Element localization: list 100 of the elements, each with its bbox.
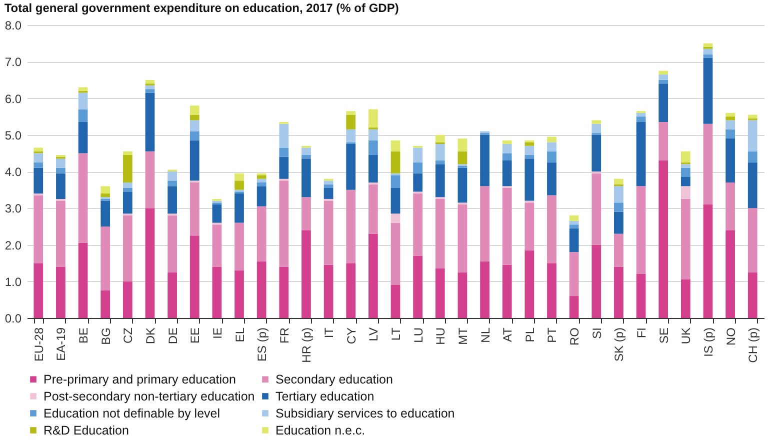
bar [614, 266, 624, 318]
x-tick-label: LT [389, 326, 403, 341]
bar [703, 58, 713, 124]
bar [726, 138, 735, 182]
bar [78, 153, 88, 243]
chart-title: Total general government expenditure on education, 2017 (% of GDP) [4, 1, 399, 15]
bar [569, 224, 579, 228]
bar [703, 54, 713, 58]
bar [168, 172, 177, 181]
bar [413, 256, 423, 318]
bar [569, 252, 579, 296]
bar [168, 180, 177, 186]
bar [168, 215, 177, 272]
x-tick-label: DK [143, 328, 158, 344]
x-tick-label: PL [522, 327, 537, 342]
bar [390, 140, 400, 152]
bar [234, 270, 244, 318]
x-tick-label: UK [679, 328, 694, 344]
bar [279, 156, 289, 179]
x-tick-label: CH (p) [746, 328, 760, 363]
legend-label: Secondary education [276, 372, 393, 386]
bar [190, 120, 200, 132]
bar [279, 266, 289, 318]
bar [658, 80, 668, 84]
bar [748, 114, 758, 118]
bar [524, 250, 534, 318]
bar [368, 140, 378, 156]
bar [56, 200, 66, 267]
bar [726, 116, 735, 120]
x-tick-label: LU [411, 328, 426, 343]
legend-label: R&D Education [44, 423, 130, 438]
bar [524, 146, 534, 156]
bar [614, 178, 624, 184]
bar [302, 155, 311, 159]
bar [56, 266, 66, 318]
bar [547, 263, 556, 318]
bar [100, 186, 110, 194]
bar [726, 112, 735, 117]
bar [279, 148, 289, 157]
x-tick-label: SE [656, 328, 671, 344]
bar [458, 204, 468, 272]
bar [122, 188, 132, 192]
bar [324, 200, 334, 265]
bar [100, 200, 110, 226]
bar [78, 122, 88, 154]
bar [279, 180, 289, 267]
x-tick-label: CZ [121, 328, 136, 344]
bar [122, 215, 132, 282]
x-tick-label: FR [277, 327, 292, 344]
bar [547, 162, 556, 196]
bar [279, 124, 289, 148]
bar [346, 144, 356, 190]
bar [458, 168, 468, 203]
bar [168, 272, 177, 318]
x-tick-label: BE [76, 328, 91, 344]
bar [703, 124, 713, 204]
bar [680, 198, 690, 280]
bar [346, 111, 356, 115]
bar [145, 92, 155, 152]
bar [78, 92, 88, 110]
bar [413, 162, 423, 174]
bar [658, 160, 668, 318]
bar [524, 158, 534, 201]
bar [524, 155, 534, 159]
bar [636, 274, 646, 318]
bar [368, 155, 378, 182]
bar [324, 264, 334, 318]
bar [190, 131, 200, 140]
bar [324, 180, 334, 184]
bar [145, 89, 155, 93]
bar [680, 186, 690, 199]
bar [324, 184, 334, 188]
bar [324, 188, 334, 199]
bar [256, 206, 266, 262]
x-tick-label: DE [166, 328, 180, 344]
bar [78, 87, 88, 91]
bar [636, 112, 646, 117]
bar [413, 193, 423, 256]
bar [145, 151, 155, 208]
bar [680, 164, 690, 168]
x-tick-label: FI [634, 328, 649, 338]
bar [368, 109, 378, 128]
bar [524, 142, 534, 146]
bar [435, 164, 445, 198]
bar [502, 140, 512, 144]
x-tick-label: PT [545, 326, 560, 343]
x-tick-label: EL [232, 327, 247, 342]
bar [726, 129, 735, 139]
bar [502, 153, 512, 161]
bar [346, 263, 356, 318]
bar [748, 151, 758, 162]
legend-label: Education not definable by level [44, 406, 220, 420]
bar [256, 186, 266, 206]
y-tick-label: 3.0 [4, 202, 22, 216]
bar [636, 122, 646, 186]
bar [56, 168, 66, 174]
bar [614, 202, 624, 212]
bar [234, 222, 244, 270]
bar [122, 192, 132, 214]
bar [390, 188, 400, 214]
